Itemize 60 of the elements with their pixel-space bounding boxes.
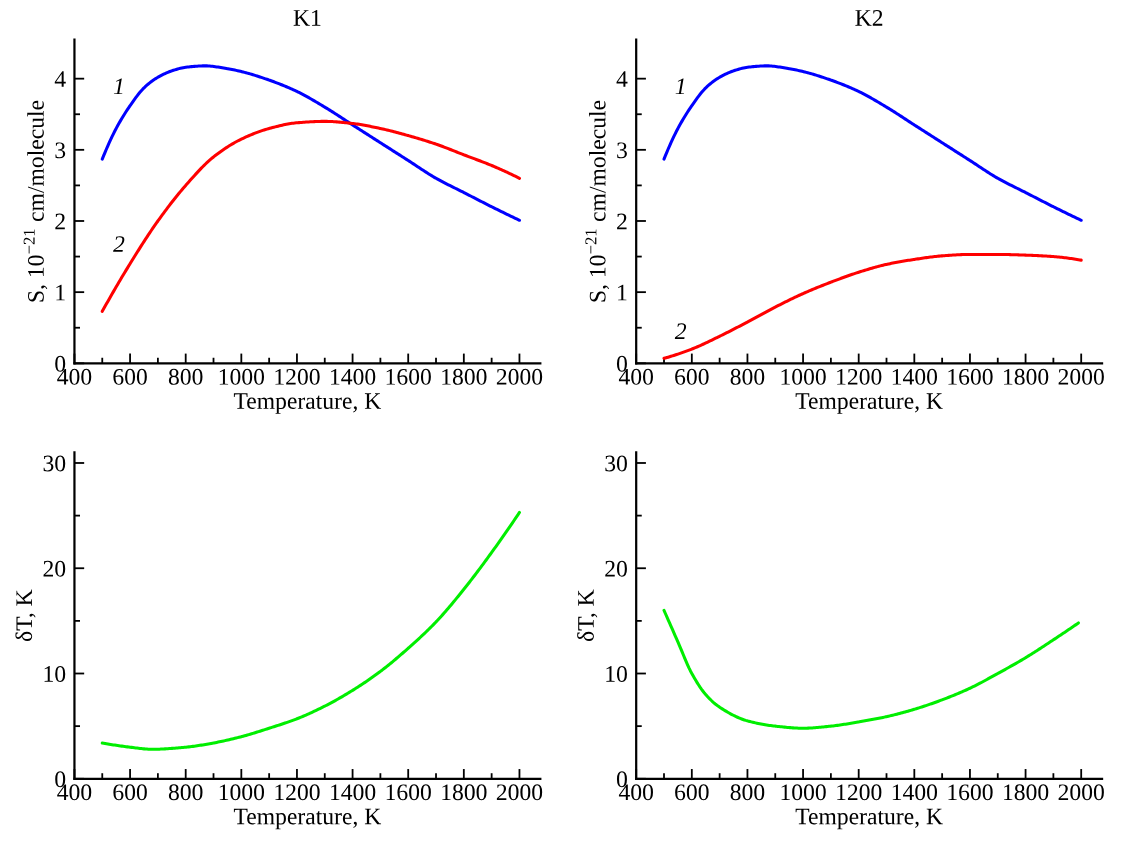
x-tick-label: 1200 bbox=[275, 368, 320, 385]
x-axis-title: Temperature, K bbox=[795, 393, 943, 414]
x-tick-label: 1400 bbox=[331, 784, 376, 801]
x-tick-label: 1800 bbox=[442, 784, 487, 801]
series-label: 1 bbox=[113, 78, 123, 95]
chart-title: K1 bbox=[293, 10, 321, 26]
x-tick-label: 1200 bbox=[837, 784, 882, 801]
y-tick-label: 3 bbox=[617, 142, 627, 159]
x-tick-label: 800 bbox=[730, 368, 765, 385]
x-tick-label: 2000 bbox=[1058, 784, 1104, 801]
x-tick-label: 2000 bbox=[496, 368, 543, 385]
x-tick-label: 2000 bbox=[496, 784, 543, 801]
x-tick-label: 1600 bbox=[948, 368, 993, 385]
x-tick-label: 1400 bbox=[892, 784, 938, 801]
x-tick-label: 1800 bbox=[1004, 368, 1049, 385]
x-axis-title: Temperature, K bbox=[795, 808, 943, 830]
x-tick-label: 1000 bbox=[219, 368, 265, 385]
y-tick-label: 30 bbox=[605, 455, 627, 472]
x-tick-label: 1600 bbox=[386, 784, 431, 801]
x-tick-label: 1400 bbox=[892, 368, 938, 385]
x-tick-label: 800 bbox=[168, 368, 203, 385]
y-tick-label: 1 bbox=[56, 284, 65, 301]
y-tick-label: 30 bbox=[43, 455, 66, 472]
y-tick-label: 1 bbox=[618, 284, 627, 301]
x-tick-label: 1000 bbox=[781, 784, 826, 801]
x-tick-label: 1200 bbox=[275, 784, 320, 801]
y-tick-label: 20 bbox=[605, 560, 627, 577]
y-tick-label: 4 bbox=[54, 71, 66, 87]
y-axis-title: δT, K bbox=[15, 589, 36, 642]
x-tick-label: 1000 bbox=[219, 784, 265, 801]
x-axis-title: Temperature, K bbox=[233, 393, 382, 414]
x-tick-label: 1400 bbox=[331, 368, 376, 385]
y-tick-label: 10 bbox=[606, 666, 627, 682]
x-tick-label: 600 bbox=[675, 368, 709, 385]
x-axis-title: Temperature, K bbox=[233, 808, 382, 830]
x-tick-label: 600 bbox=[113, 368, 147, 385]
x-tick-label: 1200 bbox=[837, 368, 882, 385]
x-tick-label: 800 bbox=[168, 784, 203, 801]
y-tick-label: 4 bbox=[616, 71, 628, 87]
x-tick-label: 1800 bbox=[1004, 784, 1049, 801]
y-axis-title: S, 10$^{−21}$ cm/molecule bbox=[585, 100, 610, 302]
y-tick-label: 2 bbox=[617, 213, 627, 230]
y-tick-label: 2 bbox=[55, 213, 65, 230]
series-label: 1 bbox=[675, 78, 685, 95]
x-tick-label: 600 bbox=[675, 784, 709, 801]
x-tick-label: 800 bbox=[730, 784, 765, 801]
y-axis-title: S, 10$^{−21}$ cm/molecule bbox=[23, 100, 48, 302]
series-label: 2 bbox=[113, 236, 125, 252]
chart-title: K2 bbox=[855, 10, 883, 26]
y-tick-label: 3 bbox=[55, 142, 66, 159]
x-tick-label: 1600 bbox=[948, 784, 993, 801]
x-tick-label: 600 bbox=[113, 784, 147, 801]
y-axis-title: δT, K bbox=[577, 589, 598, 642]
x-tick-label: 2000 bbox=[1058, 368, 1104, 385]
x-tick-label: 1800 bbox=[442, 368, 487, 385]
y-tick-label: 10 bbox=[44, 666, 66, 682]
x-tick-label: 1600 bbox=[386, 368, 431, 385]
y-tick-label: 20 bbox=[43, 560, 66, 577]
x-tick-label: 1000 bbox=[781, 368, 826, 385]
series-label: 2 bbox=[674, 323, 687, 339]
